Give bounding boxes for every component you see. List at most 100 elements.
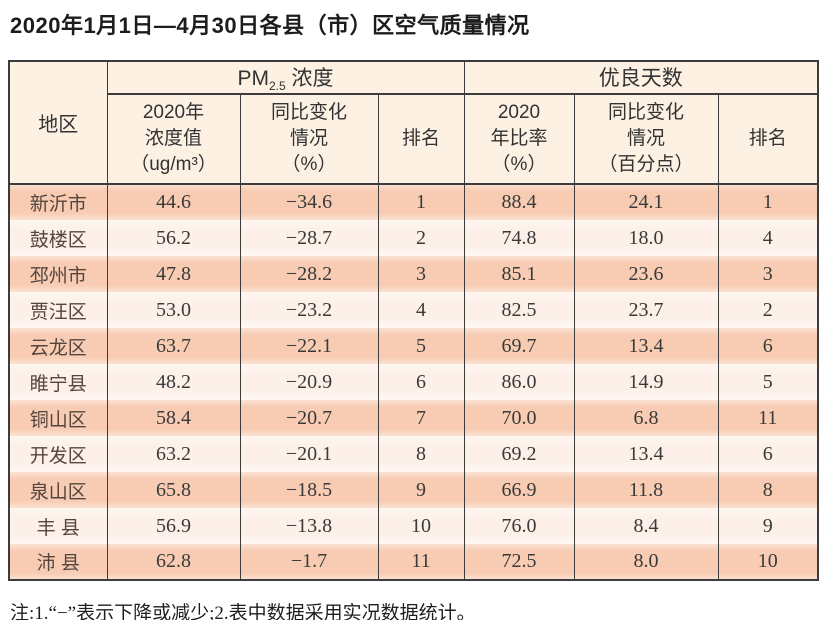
- good-ratio-cell: 88.4: [463, 184, 574, 221]
- header-sub-row: 2020年 浓度值 （ug/m³） 同比变化 情况 （%） 排名 2020 年比…: [9, 93, 818, 186]
- good-rank-cell: 6: [717, 328, 818, 365]
- pm-rank-cell: 8: [377, 436, 464, 473]
- col-header-good-change: 同比变化 情况 （百分点）: [573, 93, 718, 186]
- pm-rank-cell: 2: [377, 220, 464, 257]
- col-group-good-days: 优良天数: [463, 60, 818, 95]
- pm-rank-cell: 9: [377, 472, 464, 509]
- pm-rank-cell: 11: [377, 544, 464, 581]
- region-cell: 丰 县: [8, 508, 107, 545]
- good-change-cell: 14.9: [573, 364, 718, 401]
- good-ratio-cell: 72.5: [463, 544, 574, 581]
- good-ratio-cell: 70.0: [463, 400, 574, 437]
- pm-change-cell: −22.1: [239, 328, 378, 365]
- pm-value-cell: 44.6: [106, 184, 240, 221]
- table-row: 贾汪区 53.0 −23.2 4 82.5 23.7 2: [8, 292, 818, 329]
- good-ratio-cell: 76.0: [463, 508, 574, 545]
- good-ratio-cell: 85.1: [463, 256, 574, 293]
- table-row: 邳州市 47.8 −28.2 3 85.1 23.6 3: [8, 256, 818, 293]
- table-row: 睢宁县 48.2 −20.9 6 86.0 14.9 5: [8, 364, 818, 401]
- good-change-cell: 13.4: [573, 436, 718, 473]
- good-rank-cell: 10: [717, 544, 818, 581]
- pm-value-cell: 63.7: [106, 328, 240, 365]
- good-change-cell: 18.0: [573, 220, 718, 257]
- good-rank-cell: 11: [717, 400, 818, 437]
- region-cell: 沛 县: [8, 544, 107, 581]
- table-row: 鼓楼区 56.2 −28.7 2 74.8 18.0 4: [8, 220, 818, 257]
- pm-change-cell: −18.5: [239, 472, 378, 509]
- pm-value-cell: 62.8: [106, 544, 240, 581]
- good-rank-cell: 9: [717, 508, 818, 545]
- table-body: 新沂市 44.6 −34.6 1 88.4 24.1 1 鼓楼区 56.2 −2…: [8, 184, 818, 581]
- region-cell: 睢宁县: [8, 364, 107, 401]
- good-ratio-cell: 69.2: [463, 436, 574, 473]
- good-change-cell: 24.1: [573, 184, 718, 221]
- pm-value-cell: 63.2: [106, 436, 240, 473]
- air-quality-table: 地区 PM2.5 浓度 优良天数 2020年 浓度值 （ug/m³） 同比变化 …: [8, 59, 819, 582]
- region-cell: 贾汪区: [8, 292, 107, 329]
- good-ratio-cell: 82.5: [463, 292, 574, 329]
- footnote: 注:1.“−”表示下降或减少;2.表中数据采用实况数据统计。: [10, 603, 476, 620]
- page-title: 2020年1月1日—4月30日各县（市）区空气质量情况: [10, 13, 530, 38]
- good-change-cell: 13.4: [573, 328, 718, 365]
- col-header-pm-value: 2020年 浓度值 （ug/m³）: [106, 93, 240, 186]
- good-rank-cell: 4: [717, 220, 818, 257]
- good-change-cell: 8.4: [573, 508, 718, 545]
- table-header: 地区 PM2.5 浓度 优良天数 2020年 浓度值 （ug/m³） 同比变化 …: [9, 60, 818, 186]
- good-rank-cell: 2: [717, 292, 818, 329]
- good-rank-cell: 1: [717, 184, 818, 221]
- good-change-cell: 8.0: [573, 544, 718, 581]
- pm-rank-cell: 5: [377, 328, 464, 365]
- pm-change-cell: −28.7: [239, 220, 378, 257]
- pm-rank-cell: 3: [377, 256, 464, 293]
- pm-change-cell: −20.9: [239, 364, 378, 401]
- pm-value-cell: 53.0: [106, 292, 240, 329]
- pm-rank-cell: 7: [377, 400, 464, 437]
- col-header-pm-rank: 排名: [377, 93, 464, 186]
- pm-rank-cell: 1: [377, 184, 464, 221]
- pm-change-cell: −20.1: [239, 436, 378, 473]
- col-header-good-rank: 排名: [717, 93, 818, 186]
- good-rank-cell: 8: [717, 472, 818, 509]
- col-header-good-ratio: 2020 年比率 （%）: [463, 93, 574, 186]
- pm-change-cell: −13.8: [239, 508, 378, 545]
- pm-value-cell: 47.8: [106, 256, 240, 293]
- pm-change-cell: −20.7: [239, 400, 378, 437]
- good-change-cell: 11.8: [573, 472, 718, 509]
- region-cell: 开发区: [8, 436, 107, 473]
- pm-value-cell: 65.8: [106, 472, 240, 509]
- pm-change-cell: −23.2: [239, 292, 378, 329]
- pm-rank-cell: 6: [377, 364, 464, 401]
- good-ratio-cell: 74.8: [463, 220, 574, 257]
- pm-rank-cell: 10: [377, 508, 464, 545]
- good-ratio-cell: 66.9: [463, 472, 574, 509]
- pm25-label-subscript: 2.5: [268, 78, 286, 93]
- region-cell: 鼓楼区: [8, 220, 107, 257]
- good-change-cell: 23.6: [573, 256, 718, 293]
- header-group-row: 地区 PM2.5 浓度 优良天数: [9, 60, 818, 186]
- table-row: 沛 县 62.8 −1.7 11 72.5 8.0 10: [8, 544, 818, 581]
- good-rank-cell: 3: [717, 256, 818, 293]
- pm25-label-prefix: PM: [237, 66, 269, 90]
- good-change-cell: 23.7: [573, 292, 718, 329]
- pm-change-cell: −28.2: [239, 256, 378, 293]
- table-row: 铜山区 58.4 −20.7 7 70.0 6.8 11: [8, 400, 818, 437]
- pm-value-cell: 58.4: [106, 400, 240, 437]
- pm-rank-cell: 4: [377, 292, 464, 329]
- good-ratio-cell: 69.7: [463, 328, 574, 365]
- pm-value-cell: 48.2: [106, 364, 240, 401]
- region-cell: 邳州市: [8, 256, 107, 293]
- pm25-label-suffix: 浓度: [285, 66, 334, 90]
- table-row: 泉山区 65.8 −18.5 9 66.9 11.8 8: [8, 472, 818, 509]
- table-row: 开发区 63.2 −20.1 8 69.2 13.4 6: [8, 436, 818, 473]
- pm-change-cell: −1.7: [239, 544, 378, 581]
- good-rank-cell: 5: [717, 364, 818, 401]
- pm-change-cell: −34.6: [239, 184, 378, 221]
- pm-value-cell: 56.2: [106, 220, 240, 257]
- region-cell: 云龙区: [8, 328, 107, 365]
- col-header-region: 地区: [9, 60, 108, 186]
- region-cell: 新沂市: [8, 184, 107, 221]
- region-cell: 铜山区: [8, 400, 107, 437]
- col-header-pm-change: 同比变化 情况 （%）: [239, 93, 378, 186]
- pm-value-cell: 56.9: [106, 508, 240, 545]
